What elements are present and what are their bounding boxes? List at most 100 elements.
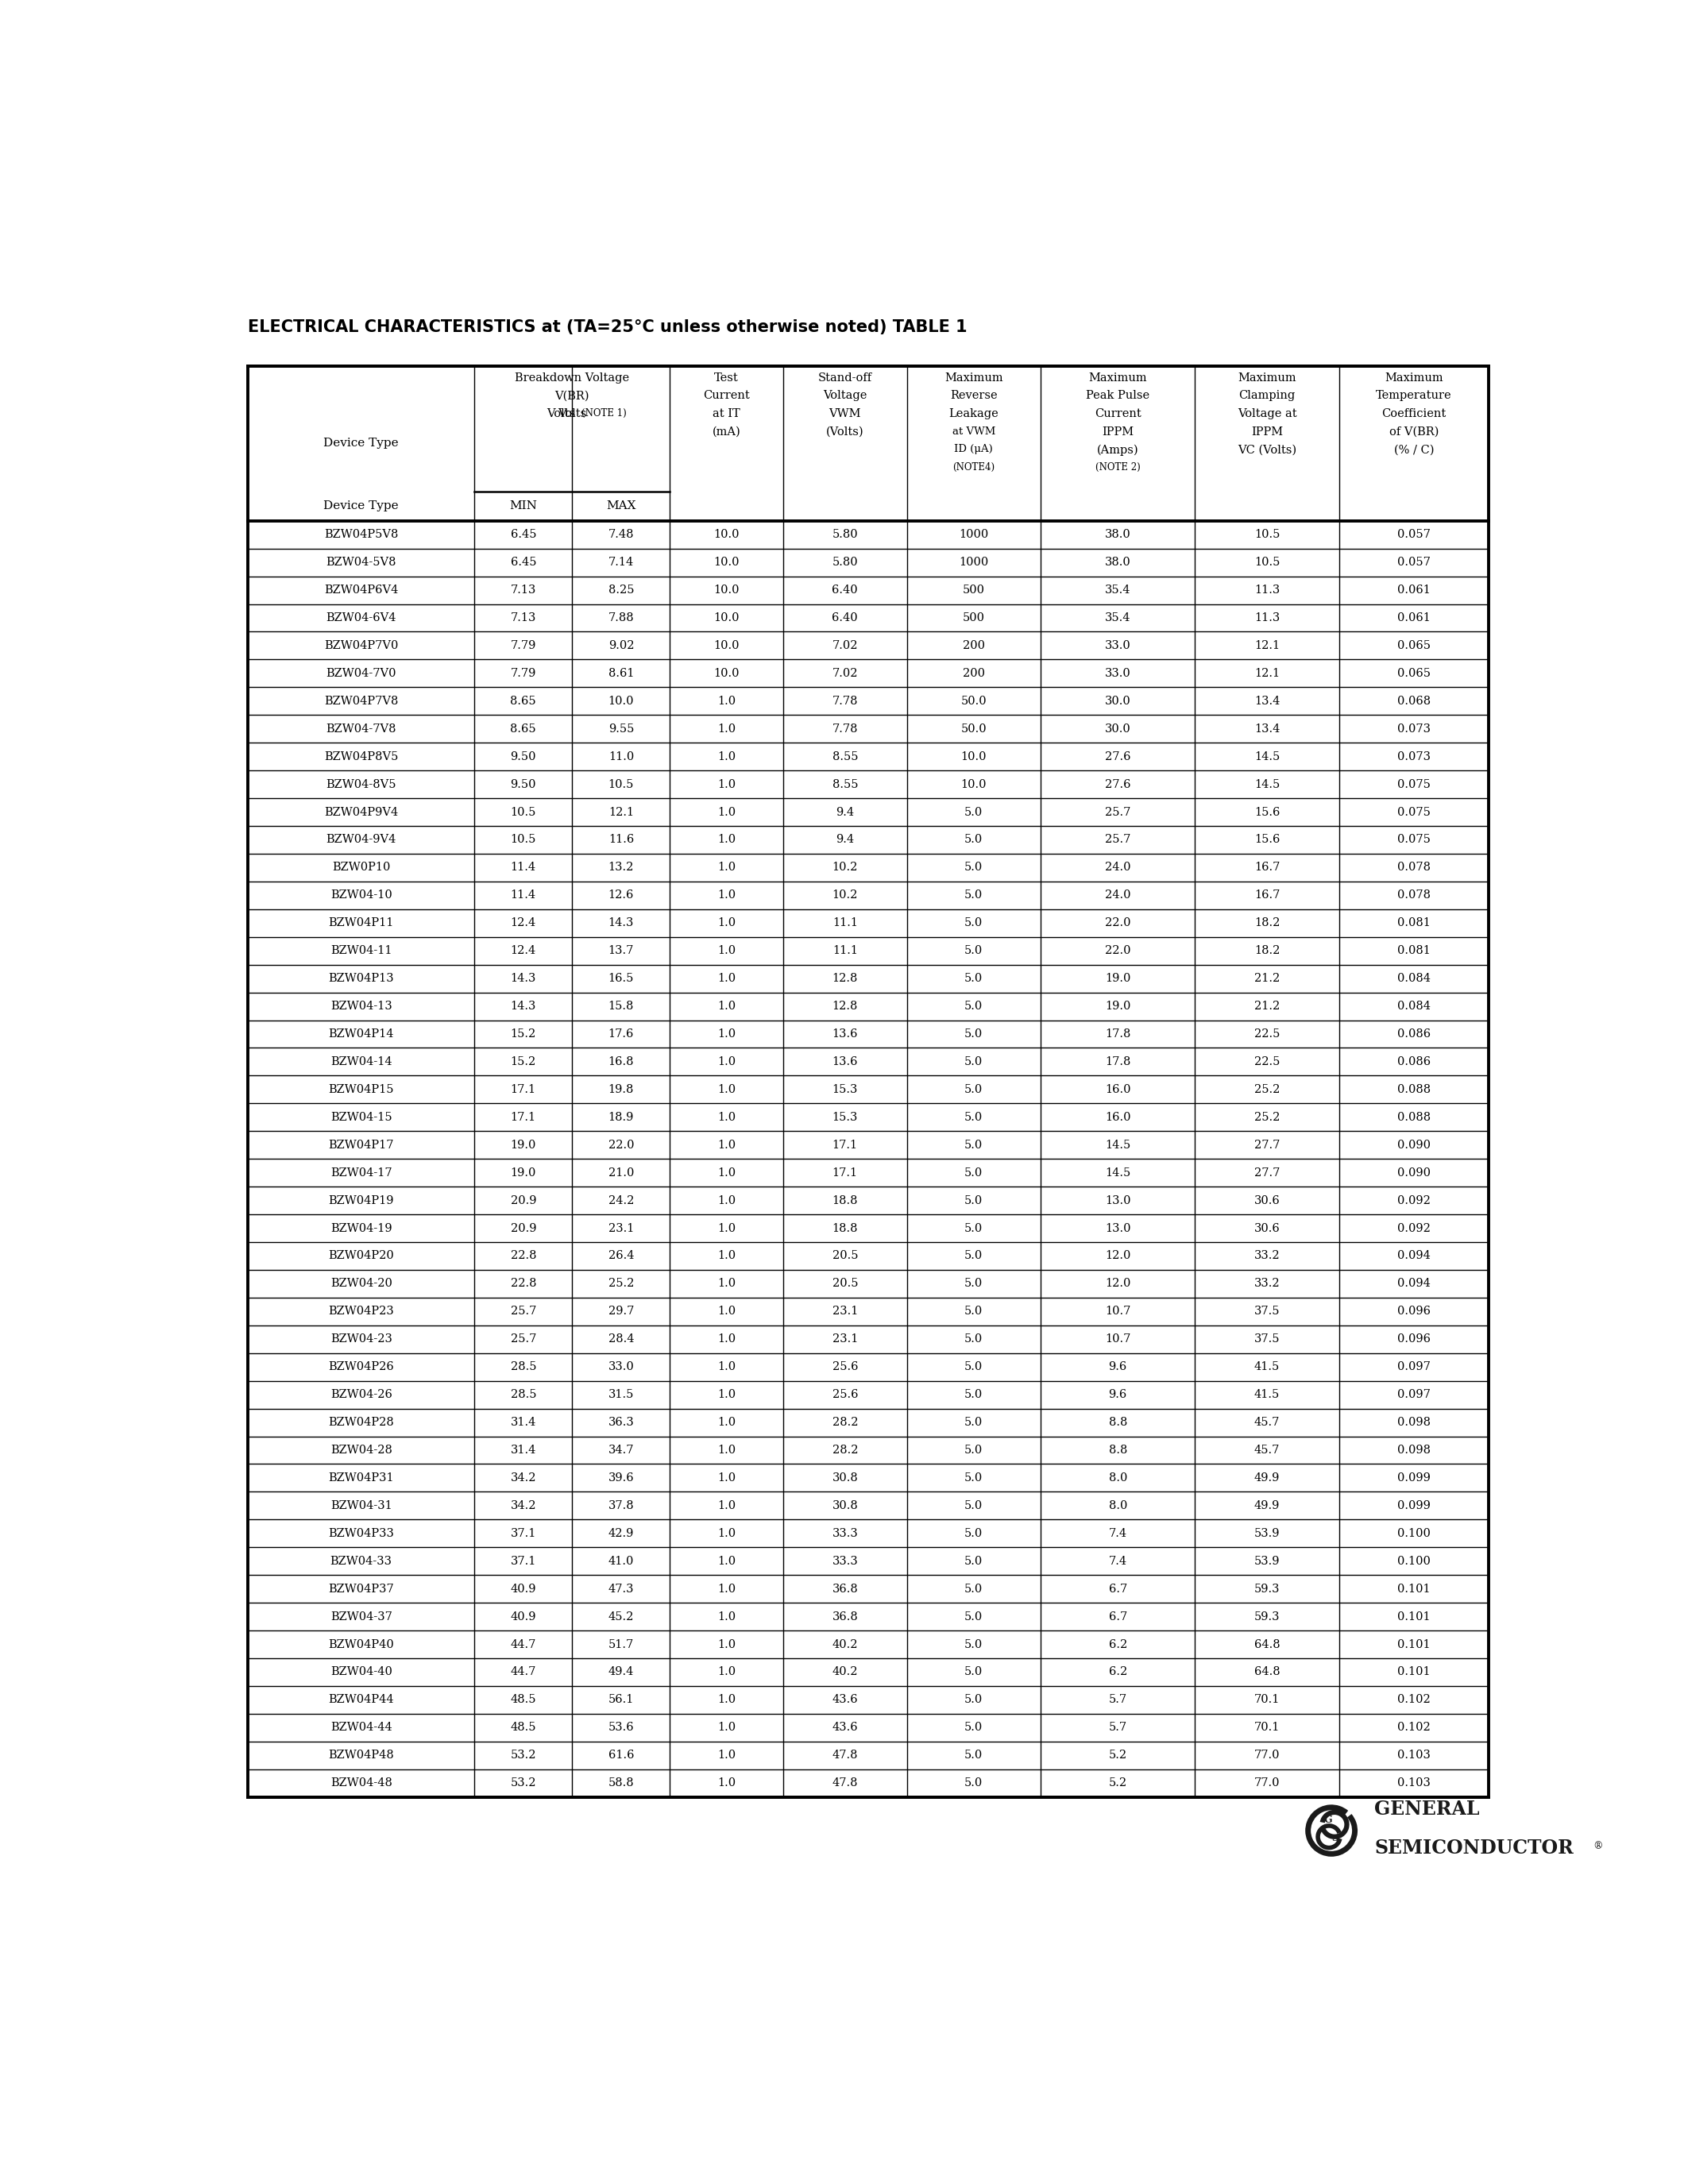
Text: 0.094: 0.094 xyxy=(1398,1278,1430,1289)
Text: 24.0: 24.0 xyxy=(1106,889,1131,900)
Text: 13.4: 13.4 xyxy=(1254,723,1280,734)
Text: 8.0: 8.0 xyxy=(1109,1472,1128,1483)
Text: 9.02: 9.02 xyxy=(608,640,635,651)
Text: 5.0: 5.0 xyxy=(964,1612,982,1623)
Text: 28.2: 28.2 xyxy=(832,1417,858,1428)
Text: BZW04-14: BZW04-14 xyxy=(331,1057,392,1068)
Text: 33.0: 33.0 xyxy=(1106,640,1131,651)
Text: 5.0: 5.0 xyxy=(964,1195,982,1206)
Text: 7.13: 7.13 xyxy=(510,612,537,622)
Text: 53.9: 53.9 xyxy=(1254,1529,1280,1540)
Text: 5.0: 5.0 xyxy=(964,1083,982,1094)
Text: BZW04P40: BZW04P40 xyxy=(327,1638,393,1649)
Text: 45.7: 45.7 xyxy=(1254,1417,1280,1428)
Text: 14.5: 14.5 xyxy=(1106,1140,1131,1151)
Text: BZW04P23: BZW04P23 xyxy=(327,1306,393,1317)
Text: 41.0: 41.0 xyxy=(608,1555,635,1566)
Text: 0.102: 0.102 xyxy=(1398,1721,1430,1734)
Text: 59.3: 59.3 xyxy=(1254,1583,1280,1594)
Text: 10.0: 10.0 xyxy=(714,640,739,651)
Text: BZW04P48: BZW04P48 xyxy=(327,1749,393,1760)
Text: 1.0: 1.0 xyxy=(717,917,736,928)
Bar xyxy=(248,1520,1489,1546)
Text: 0.099: 0.099 xyxy=(1398,1500,1430,1511)
Text: 1.0: 1.0 xyxy=(717,1695,736,1706)
Text: 17.6: 17.6 xyxy=(608,1029,635,1040)
Bar xyxy=(248,1020,1489,1048)
Text: Stand-off: Stand-off xyxy=(819,371,873,382)
Text: Leakage: Leakage xyxy=(949,408,999,419)
Text: 5.0: 5.0 xyxy=(964,806,982,817)
Text: 59.3: 59.3 xyxy=(1254,1612,1280,1623)
Text: 0.102: 0.102 xyxy=(1398,1695,1430,1706)
Text: 53.6: 53.6 xyxy=(608,1721,635,1734)
Text: Volts: Volts xyxy=(547,408,576,419)
Text: 0.101: 0.101 xyxy=(1398,1583,1430,1594)
Text: 40.2: 40.2 xyxy=(832,1666,858,1677)
Text: 48.5: 48.5 xyxy=(510,1721,537,1734)
Text: 1.0: 1.0 xyxy=(717,1251,736,1262)
Text: 10.7: 10.7 xyxy=(1106,1306,1131,1317)
Bar xyxy=(248,1243,1489,1269)
Text: 20.9: 20.9 xyxy=(510,1223,537,1234)
Text: 14.3: 14.3 xyxy=(510,974,537,985)
Text: 0.068: 0.068 xyxy=(1398,695,1430,708)
Text: 5.0: 5.0 xyxy=(964,1472,982,1483)
Text: 25.7: 25.7 xyxy=(1106,834,1131,845)
Text: V(BR): V(BR) xyxy=(555,391,589,402)
Text: 8.25: 8.25 xyxy=(608,585,635,596)
Text: BZW04P6V4: BZW04P6V4 xyxy=(324,585,398,596)
Text: 5.0: 5.0 xyxy=(964,1500,982,1511)
Text: 0.090: 0.090 xyxy=(1398,1140,1430,1151)
Text: 1.0: 1.0 xyxy=(717,1444,736,1457)
Text: 22.8: 22.8 xyxy=(510,1278,537,1289)
Text: 26.4: 26.4 xyxy=(608,1251,635,1262)
Text: 36.8: 36.8 xyxy=(832,1583,858,1594)
Bar xyxy=(248,854,1489,882)
Text: 18.9: 18.9 xyxy=(608,1112,635,1123)
Text: 12.1: 12.1 xyxy=(608,806,635,817)
Text: 53.9: 53.9 xyxy=(1254,1555,1280,1566)
Text: BZW04P28: BZW04P28 xyxy=(327,1417,393,1428)
Text: 1.0: 1.0 xyxy=(717,1334,736,1345)
Text: 40.9: 40.9 xyxy=(510,1612,537,1623)
Bar xyxy=(248,937,1489,965)
Text: 500: 500 xyxy=(962,585,984,596)
Text: BZW04P44: BZW04P44 xyxy=(329,1695,393,1706)
Text: 9.50: 9.50 xyxy=(510,751,537,762)
Text: 47.8: 47.8 xyxy=(832,1778,858,1789)
Text: 5.0: 5.0 xyxy=(964,863,982,874)
Text: 12.4: 12.4 xyxy=(510,946,537,957)
Text: 19.0: 19.0 xyxy=(1106,974,1131,985)
Text: 20.9: 20.9 xyxy=(510,1195,537,1206)
Text: 44.7: 44.7 xyxy=(510,1666,537,1677)
Text: 37.1: 37.1 xyxy=(510,1555,537,1566)
Text: 28.2: 28.2 xyxy=(832,1444,858,1457)
Text: 18.2: 18.2 xyxy=(1254,917,1280,928)
Text: 1.0: 1.0 xyxy=(717,1500,736,1511)
Text: 5.7: 5.7 xyxy=(1109,1721,1128,1734)
Text: 0.100: 0.100 xyxy=(1398,1529,1430,1540)
Text: 47.8: 47.8 xyxy=(832,1749,858,1760)
Text: 14.5: 14.5 xyxy=(1254,780,1280,791)
Text: 7.79: 7.79 xyxy=(510,640,537,651)
Text: 0.081: 0.081 xyxy=(1398,917,1430,928)
Text: 49.9: 49.9 xyxy=(1254,1500,1280,1511)
Text: 22.5: 22.5 xyxy=(1254,1029,1280,1040)
Bar xyxy=(248,1741,1489,1769)
Text: 5.0: 5.0 xyxy=(964,1306,982,1317)
Text: 5.0: 5.0 xyxy=(964,1334,982,1345)
Text: 30.8: 30.8 xyxy=(832,1500,858,1511)
Text: 25.7: 25.7 xyxy=(1106,806,1131,817)
Text: 27.6: 27.6 xyxy=(1106,780,1131,791)
Text: 13.6: 13.6 xyxy=(832,1029,858,1040)
Text: 200: 200 xyxy=(962,640,984,651)
Text: 7.79: 7.79 xyxy=(510,668,537,679)
Text: 7.78: 7.78 xyxy=(832,723,858,734)
Text: Breakdown Voltage: Breakdown Voltage xyxy=(515,371,630,382)
Text: 53.2: 53.2 xyxy=(510,1778,537,1789)
Text: 0.086: 0.086 xyxy=(1398,1057,1430,1068)
Text: BZW04P7V0: BZW04P7V0 xyxy=(324,640,398,651)
Text: 1.0: 1.0 xyxy=(717,751,736,762)
Text: Current: Current xyxy=(704,391,749,402)
